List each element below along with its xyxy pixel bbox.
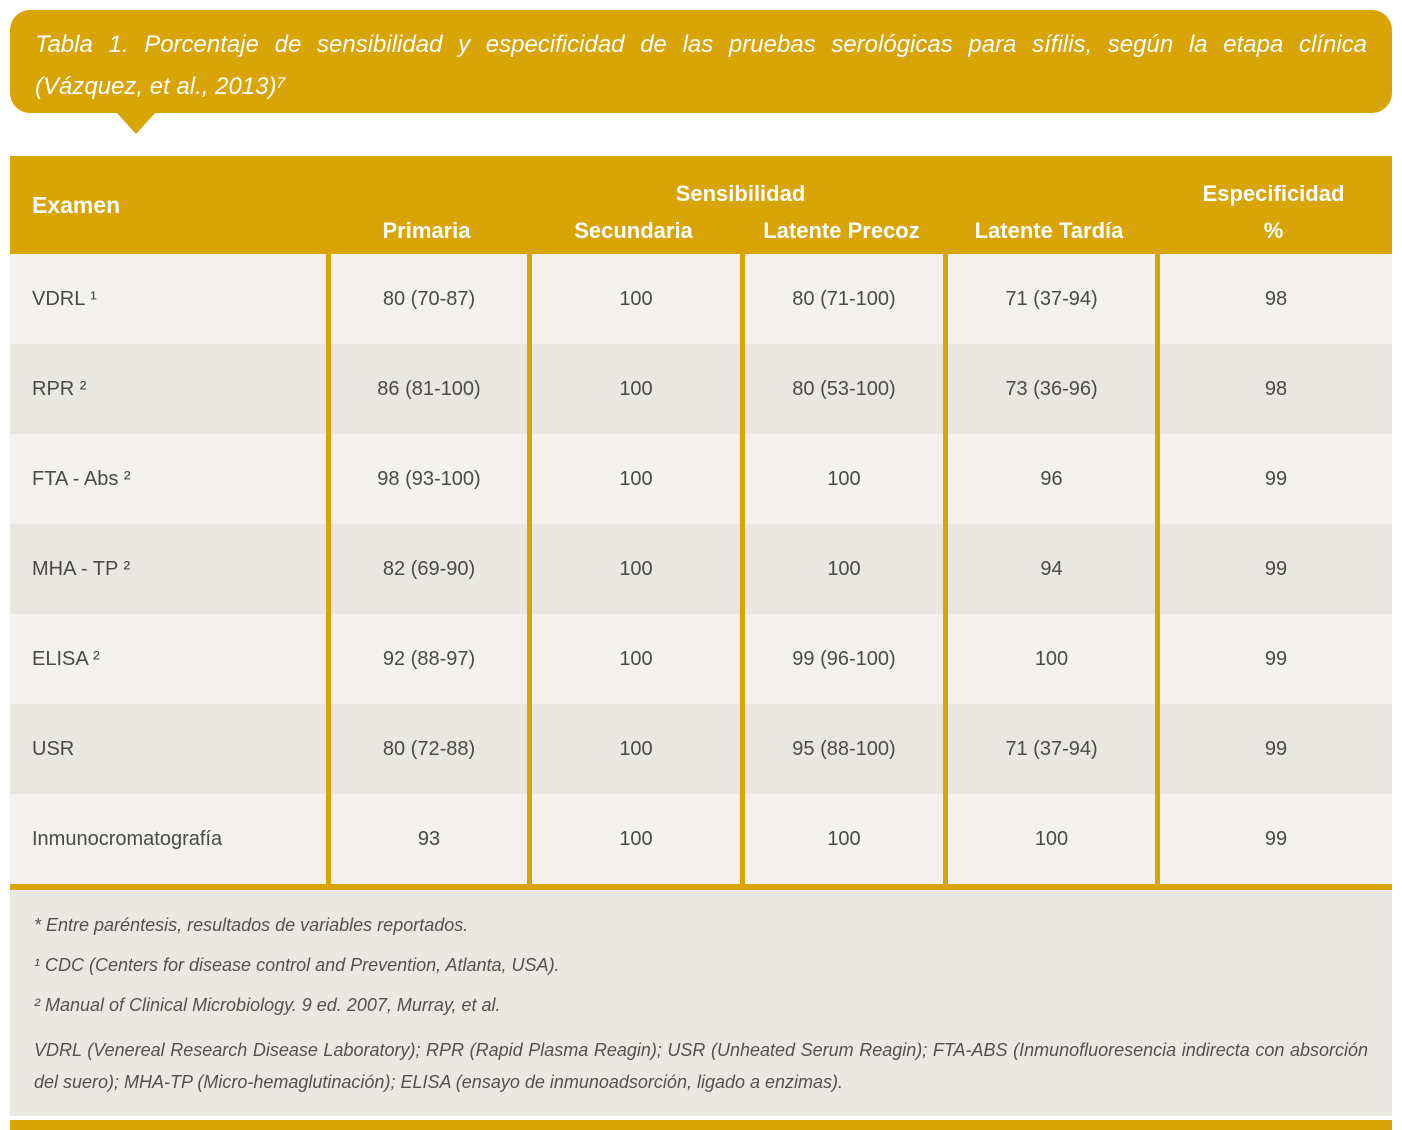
footnote-2: ² Manual of Clinical Microbiology. 9 ed.… xyxy=(34,995,501,1015)
table-row: USR 80 (72-88) 100 95 (88-100) 71 (37-94… xyxy=(10,704,1392,794)
cell-latente-tardia: 100 xyxy=(943,794,1155,884)
table-row: VDRL ¹ 80 (70-87) 100 80 (71-100) 71 (37… xyxy=(10,254,1392,344)
header-primaria: Primaria xyxy=(382,218,471,243)
cell-primaria: 98 (93-100) xyxy=(326,434,527,524)
cell-secundaria: 100 xyxy=(527,614,740,704)
cell-primaria: 80 (72-88) xyxy=(326,704,527,794)
page: Tabla 1. Porcentaje de sensibilidad y es… xyxy=(10,10,1392,1130)
cell-primaria: 86 (81-100) xyxy=(326,344,527,434)
cell-especificidad: 99 xyxy=(1155,524,1392,614)
table-row: FTA - Abs ² 98 (93-100) 100 100 96 99 xyxy=(10,434,1392,524)
cell-secundaria: 100 xyxy=(527,434,740,524)
bottom-accent-bar xyxy=(10,1120,1392,1130)
cell-exam: USR xyxy=(32,737,75,760)
cell-latente-precoz: 80 (53-100) xyxy=(740,344,943,434)
header-latente-tardia: Latente Tardía xyxy=(974,218,1124,243)
cell-exam: Inmunocromatografía xyxy=(32,827,223,850)
serology-table: Examen Sensibilidad Especificidad Primar… xyxy=(10,156,1392,890)
cell-primaria: 82 (69-90) xyxy=(326,524,527,614)
cell-latente-precoz: 99 (96-100) xyxy=(740,614,943,704)
cell-especificidad: 99 xyxy=(1155,704,1392,794)
cell-latente-tardia: 100 xyxy=(943,614,1155,704)
table-body: VDRL ¹ 80 (70-87) 100 80 (71-100) 71 (37… xyxy=(10,254,1392,890)
header-sensibilidad: Sensibilidad xyxy=(675,181,806,206)
title-banner: Tabla 1. Porcentaje de sensibilidad y es… xyxy=(10,10,1392,134)
banner-tail-pointer xyxy=(115,111,157,134)
cell-secundaria: 100 xyxy=(527,704,740,794)
cell-exam: VDRL ¹ xyxy=(32,287,97,310)
cell-secundaria: 100 xyxy=(527,794,740,884)
cell-latente-precoz: 100 xyxy=(740,434,943,524)
header-secundaria: Secundaria xyxy=(574,218,693,243)
cell-primaria: 80 (70-87) xyxy=(326,254,527,344)
footnote-asterisk: * Entre paréntesis, resultados de variab… xyxy=(34,915,469,935)
cell-latente-precoz: 95 (88-100) xyxy=(740,704,943,794)
cell-latente-precoz: 100 xyxy=(740,524,943,614)
cell-secundaria: 100 xyxy=(527,524,740,614)
cell-primaria: 92 (88-97) xyxy=(326,614,527,704)
table-title-line1: Tabla 1. Porcentaje de sensibilidad y es… xyxy=(35,31,1367,58)
footnote-glossary: VDRL (Venereal Research Disease Laborato… xyxy=(34,1040,1368,1092)
cell-latente-precoz: 80 (71-100) xyxy=(740,254,943,344)
cell-especificidad: 98 xyxy=(1155,344,1392,434)
table-row: ELISA ² 92 (88-97) 100 99 (96-100) 100 9… xyxy=(10,614,1392,704)
cell-especificidad: 98 xyxy=(1155,254,1392,344)
cell-latente-precoz: 100 xyxy=(740,794,943,884)
cell-especificidad: 99 xyxy=(1155,794,1392,884)
cell-exam: MHA - TP ² xyxy=(32,557,131,580)
header-especificidad-unit: % xyxy=(1263,218,1284,243)
header-especificidad: Especificidad xyxy=(1202,181,1345,206)
cell-primaria: 93 xyxy=(326,794,527,884)
cell-secundaria: 100 xyxy=(527,344,740,434)
cell-latente-tardia: 71 (37-94) xyxy=(943,254,1155,344)
cell-latente-tardia: 73 (36-96) xyxy=(943,344,1155,434)
cell-especificidad: 99 xyxy=(1155,434,1392,524)
cell-exam: FTA - Abs ² xyxy=(32,467,131,490)
cell-especificidad: 99 xyxy=(1155,614,1392,704)
cell-latente-tardia: 71 (37-94) xyxy=(943,704,1155,794)
cell-latente-tardia: 96 xyxy=(943,434,1155,524)
table-header: Examen Sensibilidad Especificidad Primar… xyxy=(10,156,1392,254)
header-examen: Examen xyxy=(32,191,121,218)
cell-latente-tardia: 94 xyxy=(943,524,1155,614)
table-row: RPR ² 86 (81-100) 100 80 (53-100) 73 (36… xyxy=(10,344,1392,434)
header-latente-precoz: Latente Precoz xyxy=(763,218,920,243)
table-row: Inmunocromatografía 93 100 100 100 99 xyxy=(10,794,1392,884)
table-row: MHA - TP ² 82 (69-90) 100 100 94 99 xyxy=(10,524,1392,614)
table-title-line2: (Vázquez, et al., 2013)⁷ xyxy=(35,73,286,100)
cell-exam: RPR ² xyxy=(32,377,87,400)
footnote-1: ¹ CDC (Centers for disease control and P… xyxy=(34,955,560,975)
footnotes: * Entre paréntesis, resultados de variab… xyxy=(10,890,1392,1116)
cell-secundaria: 100 xyxy=(527,254,740,344)
cell-exam: ELISA ² xyxy=(32,647,100,670)
